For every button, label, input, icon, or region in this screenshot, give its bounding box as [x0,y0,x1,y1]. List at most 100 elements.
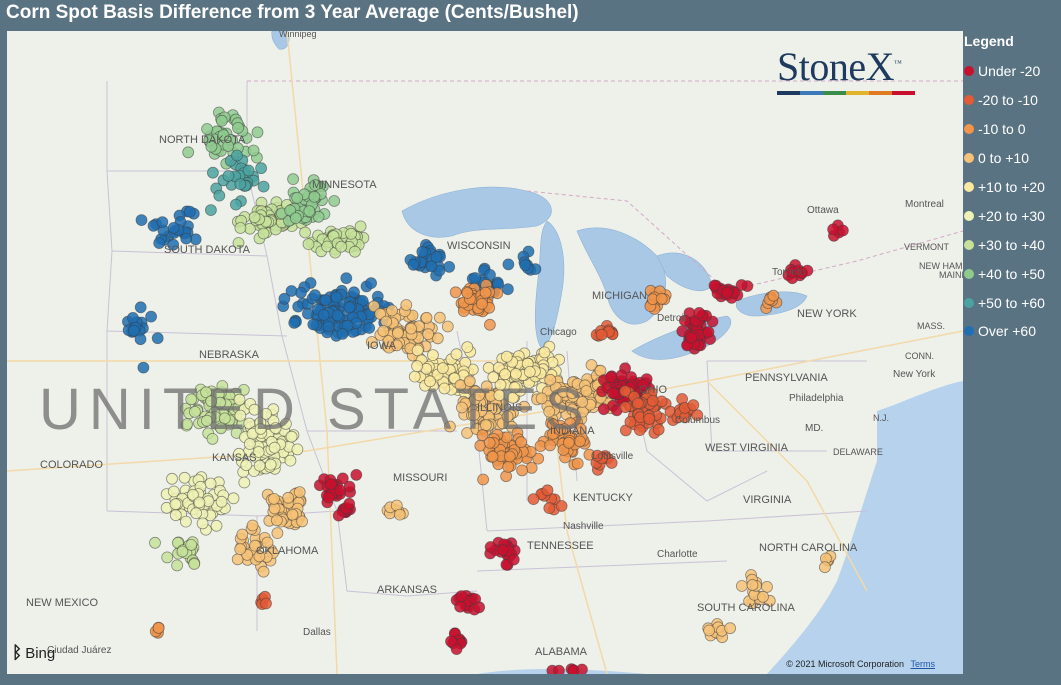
basis-point[interactable] [518,400,531,413]
basis-point[interactable] [523,365,536,378]
legend-item[interactable]: Under -20 [964,57,1061,86]
basis-point[interactable] [484,541,497,553]
basis-point[interactable] [483,318,496,331]
basis-point[interactable] [767,289,780,302]
basis-point[interactable] [461,341,474,354]
basis-point[interactable] [486,450,499,463]
basis-point[interactable] [525,461,538,474]
basis-point[interactable] [279,417,292,430]
basis-point[interactable] [585,359,598,371]
basis-point[interactable] [473,601,486,614]
basis-point[interactable] [205,140,218,153]
basis-point[interactable] [210,519,223,532]
basis-point[interactable] [483,436,496,449]
basis-point[interactable] [515,436,527,449]
basis-point[interactable] [827,223,839,236]
basis-point[interactable] [234,178,247,191]
legend-item[interactable]: +50 to +60 [964,288,1061,317]
basis-point[interactable] [420,311,433,324]
basis-point[interactable] [248,403,261,416]
basis-point[interactable] [508,381,521,394]
basis-point[interactable] [261,536,274,549]
basis-point[interactable] [270,514,283,527]
basis-point[interactable] [247,144,260,157]
basis-point[interactable] [502,460,515,473]
basis-point[interactable] [348,245,361,258]
basis-point[interactable] [206,166,219,179]
basis-point[interactable] [463,375,476,388]
basis-point[interactable] [205,395,218,408]
basis-point[interactable] [455,401,468,414]
basis-point[interactable] [296,515,309,528]
basis-point[interactable] [543,405,556,418]
basis-point[interactable] [343,497,356,510]
basis-point[interactable] [246,519,259,532]
legend-item[interactable]: -10 to 0 [964,115,1061,144]
basis-point[interactable] [535,392,548,405]
basis-point[interactable] [416,245,429,258]
basis-point[interactable] [302,238,315,251]
basis-point[interactable] [493,389,506,402]
basis-point[interactable] [424,375,436,388]
basis-point[interactable] [477,473,490,486]
basis-point[interactable] [365,277,378,290]
basis-point[interactable] [255,162,268,175]
basis-point[interactable] [234,222,247,234]
basis-point[interactable] [286,508,299,521]
basis-point[interactable] [507,553,520,566]
basis-point[interactable] [562,436,575,449]
basis-point[interactable] [229,198,242,211]
basis-point[interactable] [501,410,514,423]
basis-point[interactable] [500,350,513,363]
basis-point[interactable] [374,307,387,320]
basis-point[interactable] [332,509,345,522]
basis-point[interactable] [643,412,656,425]
basis-point[interactable] [278,292,291,305]
basis-point[interactable] [303,205,316,218]
basis-point[interactable] [254,422,267,435]
basis-point[interactable] [319,294,332,307]
basis-point[interactable] [234,409,247,422]
basis-point[interactable] [190,507,203,520]
basis-point[interactable] [206,432,219,445]
basis-point[interactable] [340,272,353,285]
basis-point[interactable] [215,495,228,508]
basis-point[interactable] [193,496,206,509]
basis-point[interactable] [499,368,512,381]
basis-point[interactable] [204,204,217,217]
basis-point[interactable] [541,484,554,497]
basis-point[interactable] [365,336,378,348]
basis-point[interactable] [544,439,556,452]
legend-item[interactable]: -20 to -10 [964,86,1061,115]
map-canvas[interactable]: Winnipeg NORTH DAKOTA MINNESOTA SOUTH DAKOT… [7,31,963,674]
legend-item[interactable]: Over +60 [964,317,1061,346]
basis-point[interactable] [646,394,659,407]
basis-point[interactable] [285,285,298,297]
basis-point[interactable] [724,622,736,635]
basis-point[interactable] [181,418,193,431]
basis-point[interactable] [153,237,166,250]
basis-point[interactable] [368,300,380,313]
basis-point[interactable] [268,492,280,505]
basis-point[interactable] [251,126,264,139]
basis-point[interactable] [595,328,608,341]
basis-point[interactable] [145,310,158,323]
basis-point[interactable] [597,403,610,416]
basis-point[interactable] [469,272,482,284]
basis-point[interactable] [134,333,147,346]
basis-point[interactable] [348,286,360,299]
basis-point[interactable] [555,500,568,512]
map-view[interactable]: Winnipeg NORTH DAKOTA MINNESOTA SOUTH DAKOT… [7,31,963,674]
basis-point[interactable] [260,597,272,610]
basis-point[interactable] [405,322,417,335]
basis-point[interactable] [450,348,463,361]
basis-point[interactable] [721,286,733,299]
basis-point[interactable] [400,299,413,311]
basis-point[interactable] [422,328,435,341]
basis-point[interactable] [188,558,201,570]
basis-point[interactable] [233,447,245,460]
basis-point[interactable] [746,579,759,591]
basis-point[interactable] [285,430,298,443]
basis-point[interactable] [287,173,300,186]
basis-point[interactable] [252,446,265,458]
